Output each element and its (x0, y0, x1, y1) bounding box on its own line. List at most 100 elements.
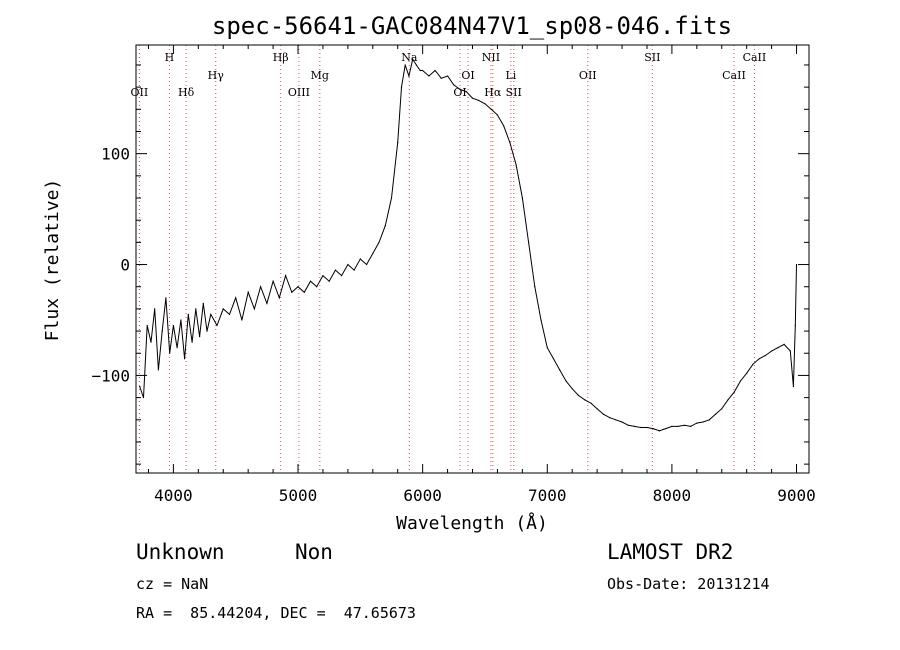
x-tick-label-3: 7000 (528, 486, 567, 505)
spectrum-point (484, 103, 486, 105)
spectrum-point (515, 164, 517, 166)
spectrum-point (165, 297, 167, 299)
y-tick-label-2: 100 (101, 145, 130, 164)
spectrum-point (665, 428, 667, 430)
spectrum-point (334, 269, 336, 271)
line-label-1: H (165, 51, 175, 64)
line-label-12: Li (505, 69, 516, 82)
spectrum-point (187, 313, 189, 315)
spectrum-point (150, 341, 152, 343)
spectrum-point (552, 358, 555, 360)
plot-frame (135, 44, 810, 474)
spectrum-point (540, 319, 542, 321)
spectrum-point (434, 69, 436, 72)
spectrum-point (278, 297, 280, 299)
y-axis-label: Flux (relative) (42, 179, 63, 342)
spectrum-point (378, 241, 380, 243)
spectrum-point (216, 324, 218, 327)
spectrum-point (180, 319, 182, 321)
spectrum-point (202, 302, 204, 304)
spectrum-point (447, 75, 449, 77)
spectrum-point (503, 125, 505, 127)
spectrum-point (708, 419, 710, 421)
spectrum-point (372, 252, 374, 255)
line-label-9: OI (461, 69, 474, 82)
spectrum-point (404, 64, 406, 66)
spectrum-point (222, 308, 224, 310)
line-label-16: CaII (722, 69, 746, 82)
spectrum-point (191, 341, 193, 343)
x-tick-label-4: 8000 (653, 486, 692, 505)
spectrum-point (139, 385, 141, 388)
spectrum-point (752, 363, 754, 365)
spectrum-point (272, 280, 274, 282)
survey-name: LAMOST DR2 (607, 540, 734, 564)
spectrum-point (471, 97, 474, 99)
spectrum-point (400, 86, 403, 88)
spectrum-point (260, 286, 262, 288)
spectrum-point (559, 369, 561, 371)
spectrum-point (415, 64, 417, 66)
spectrum-point (646, 426, 648, 429)
spectrum-point (633, 425, 636, 427)
line-label-6: Mg (311, 69, 329, 82)
spectrum-point (154, 308, 156, 310)
line-label-15: SII (644, 51, 660, 64)
spectrum-point (266, 302, 268, 304)
line-label-17: CaII (743, 51, 767, 64)
spectrum-point (627, 424, 629, 426)
x-tick-label-1: 5000 (279, 486, 318, 505)
spectrum-point (577, 394, 580, 396)
spectrum-point (640, 426, 642, 429)
spectrum-point (419, 69, 421, 72)
obs-date: Obs-Date: 20131214 (607, 575, 770, 593)
line-label-11: Hα (484, 86, 502, 99)
object-subclass: Non (295, 540, 333, 564)
spectrum-point (172, 324, 174, 327)
spectrum-point (528, 241, 530, 243)
spectrum-point (453, 84, 455, 86)
spectrum-point (316, 286, 318, 288)
spectrum-point (161, 330, 163, 332)
spectrum-point (459, 88, 461, 90)
spectrum-point (609, 417, 611, 419)
spectrum-point (241, 319, 243, 321)
spectrum-point (721, 408, 723, 410)
spectrum-point (764, 354, 767, 357)
spectrum-point (565, 380, 567, 382)
spectrum-point (792, 385, 795, 388)
redshift-cz: cz = NaN (136, 575, 209, 593)
line-label-3: Hγ (208, 69, 225, 82)
spectrum-point (397, 142, 399, 144)
spectrum-point (490, 108, 492, 110)
spectrum-point (422, 69, 424, 72)
spectrum-point (384, 225, 386, 227)
chart-title: spec-56641-GAC084N47V1_sp08-046.fits (212, 12, 732, 40)
spectrum-point (702, 421, 704, 423)
spectrum-point (210, 313, 212, 315)
spectrum-point (235, 297, 237, 299)
spectrum-point (303, 291, 305, 293)
y-tick-label-1: 0 (120, 256, 130, 275)
spectrum-series (139, 58, 798, 432)
spectrum-point (146, 324, 148, 327)
x-tick-label-5: 9000 (777, 486, 816, 505)
spectrum-point (590, 402, 592, 404)
spectrum-point (465, 91, 467, 93)
spectrum-point (683, 424, 686, 426)
spectrum-point (671, 425, 673, 427)
spectrum-point (771, 350, 773, 352)
line-label-2: Hδ (178, 86, 195, 99)
y-tick-label-0: −100 (91, 366, 130, 385)
spectrum-point (291, 291, 293, 293)
coordinates: RA = 85.44204, DEC = 47.65673 (136, 604, 416, 622)
spectrum-point (546, 347, 548, 349)
line-label-13: SII (506, 86, 522, 99)
spectrum-point (696, 422, 698, 424)
spectrum-point (534, 286, 536, 288)
spectrum-point (783, 343, 785, 345)
spectrum-point (195, 308, 197, 310)
spectrum-point (777, 347, 779, 349)
spectrum-point (478, 99, 480, 101)
